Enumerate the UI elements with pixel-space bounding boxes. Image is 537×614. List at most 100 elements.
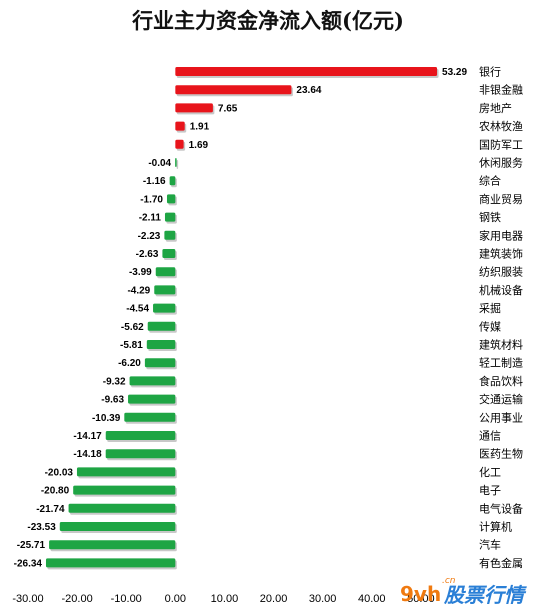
data-label-21: -14.18 bbox=[73, 449, 102, 460]
category-label-23: 电子 bbox=[479, 484, 501, 497]
bar-10 bbox=[162, 249, 176, 258]
data-label-20: -14.17 bbox=[73, 431, 102, 442]
data-label-25: -23.53 bbox=[27, 522, 56, 533]
category-label-12: 机械设备 bbox=[479, 283, 523, 297]
bar-20 bbox=[105, 431, 176, 440]
bar-24 bbox=[68, 503, 176, 513]
bar-17 bbox=[129, 376, 176, 386]
bar-8 bbox=[164, 212, 176, 222]
watermark-logo: 9vh .cn 股票行情 bbox=[400, 576, 527, 607]
category-label-18: 交通运输 bbox=[479, 392, 523, 406]
data-label-14: -5.62 bbox=[121, 322, 144, 333]
x-tick-label-0: -30.00 bbox=[12, 593, 43, 605]
bar-2 bbox=[175, 103, 213, 113]
bar-26 bbox=[49, 540, 176, 550]
category-label-4: 国防军工 bbox=[479, 137, 523, 151]
data-label-9: -2.23 bbox=[138, 231, 161, 242]
category-label-8: 钢铁 bbox=[479, 211, 501, 224]
category-label-10: 建筑装饰 bbox=[479, 247, 523, 261]
bar-9 bbox=[164, 230, 176, 240]
data-label-27: -26.34 bbox=[14, 558, 43, 569]
data-label-23: -20.80 bbox=[41, 486, 70, 497]
category-label-17: 食品饮料 bbox=[479, 374, 523, 388]
x-tick-label-3: 0.00 bbox=[165, 593, 186, 605]
category-label-21: 医药生物 bbox=[479, 447, 523, 461]
data-label-18: -9.63 bbox=[101, 395, 124, 406]
x-tick-label-1: -20.00 bbox=[62, 593, 93, 605]
bar-14 bbox=[147, 321, 176, 331]
category-label-22: 化工 bbox=[479, 465, 501, 479]
data-label-11: -3.99 bbox=[129, 267, 152, 278]
category-label-26: 汽车 bbox=[479, 538, 501, 552]
x-tick-label-7: 40.00 bbox=[358, 593, 386, 605]
data-label-12: -4.29 bbox=[127, 285, 150, 296]
category-label-1: 非银金融 bbox=[479, 83, 523, 97]
data-label-15: -5.81 bbox=[120, 340, 143, 351]
bar-19 bbox=[124, 412, 176, 422]
category-label-0: 银行 bbox=[479, 65, 501, 79]
watermark-brand: 9vh bbox=[400, 582, 441, 606]
bar-3 bbox=[175, 121, 185, 131]
bar-5 bbox=[175, 158, 177, 167]
category-label-24: 电气设备 bbox=[479, 501, 523, 515]
bar-6 bbox=[169, 176, 176, 186]
x-tick-label-5: 20.00 bbox=[260, 593, 288, 605]
bar-0 bbox=[175, 67, 438, 76]
category-label-6: 综合 bbox=[479, 174, 501, 188]
data-label-2: 7.65 bbox=[218, 103, 238, 114]
watermark-domain: .cn bbox=[442, 576, 456, 586]
bar-1 bbox=[175, 85, 292, 95]
category-label-11: 纺织服装 bbox=[479, 265, 523, 279]
category-label-15: 建筑材料 bbox=[479, 338, 523, 352]
category-label-27: 有色金属 bbox=[479, 556, 523, 570]
data-label-1: 23.64 bbox=[296, 85, 321, 96]
bar-shadow bbox=[176, 160, 179, 169]
bar-7 bbox=[166, 194, 176, 204]
data-label-22: -20.03 bbox=[45, 467, 74, 478]
category-label-16: 轻工制造 bbox=[479, 356, 523, 370]
x-tick-label-6: 30.00 bbox=[309, 593, 337, 605]
category-label-13: 采掘 bbox=[479, 301, 501, 315]
chart-title: 行业主力资金净流入额(亿元) bbox=[131, 8, 404, 33]
category-label-14: 传媒 bbox=[479, 320, 501, 333]
data-label-13: -4.54 bbox=[126, 304, 149, 315]
data-label-0: 53.29 bbox=[442, 67, 467, 78]
x-tick-label-2: -10.00 bbox=[111, 593, 142, 605]
category-label-9: 家用电器 bbox=[479, 228, 523, 242]
x-tick-label-8: 50.00 bbox=[407, 593, 435, 605]
data-label-19: -10.39 bbox=[92, 413, 121, 424]
data-label-16: -6.20 bbox=[118, 358, 141, 369]
watermark-name: 股票行情 bbox=[443, 583, 527, 607]
x-tick-label-4: 10.00 bbox=[211, 593, 239, 605]
data-label-3: 1.91 bbox=[190, 122, 210, 133]
data-label-4: 1.69 bbox=[189, 140, 209, 151]
bar-18 bbox=[128, 394, 176, 404]
data-label-5: -0.04 bbox=[148, 158, 171, 169]
bar-22 bbox=[76, 467, 176, 477]
bar-27 bbox=[45, 558, 176, 568]
data-label-8: -2.11 bbox=[139, 213, 162, 224]
category-label-2: 房地产 bbox=[479, 101, 512, 115]
data-label-10: -2.63 bbox=[136, 249, 159, 260]
category-label-3: 农林牧渔 bbox=[479, 119, 523, 133]
category-label-7: 商业贸易 bbox=[479, 192, 523, 206]
bar-23 bbox=[73, 485, 176, 495]
category-label-25: 计算机 bbox=[479, 520, 512, 534]
bar-16 bbox=[144, 358, 176, 368]
data-label-7: -1.70 bbox=[140, 194, 163, 205]
bar-15 bbox=[146, 340, 176, 349]
bar-21 bbox=[105, 449, 176, 459]
category-label-19: 公用事业 bbox=[479, 411, 523, 424]
data-label-26: -25.71 bbox=[17, 540, 46, 551]
bar-4 bbox=[175, 139, 184, 149]
category-label-5: 休闲服务 bbox=[479, 156, 523, 170]
bar-12 bbox=[154, 285, 176, 295]
data-label-17: -9.32 bbox=[103, 376, 126, 387]
bar-13 bbox=[153, 303, 176, 313]
data-label-24: -21.74 bbox=[36, 504, 65, 515]
data-label-6: -1.16 bbox=[143, 176, 166, 187]
bar-11 bbox=[155, 267, 176, 277]
bar-25 bbox=[59, 522, 176, 531]
category-label-20: 通信 bbox=[479, 430, 501, 443]
